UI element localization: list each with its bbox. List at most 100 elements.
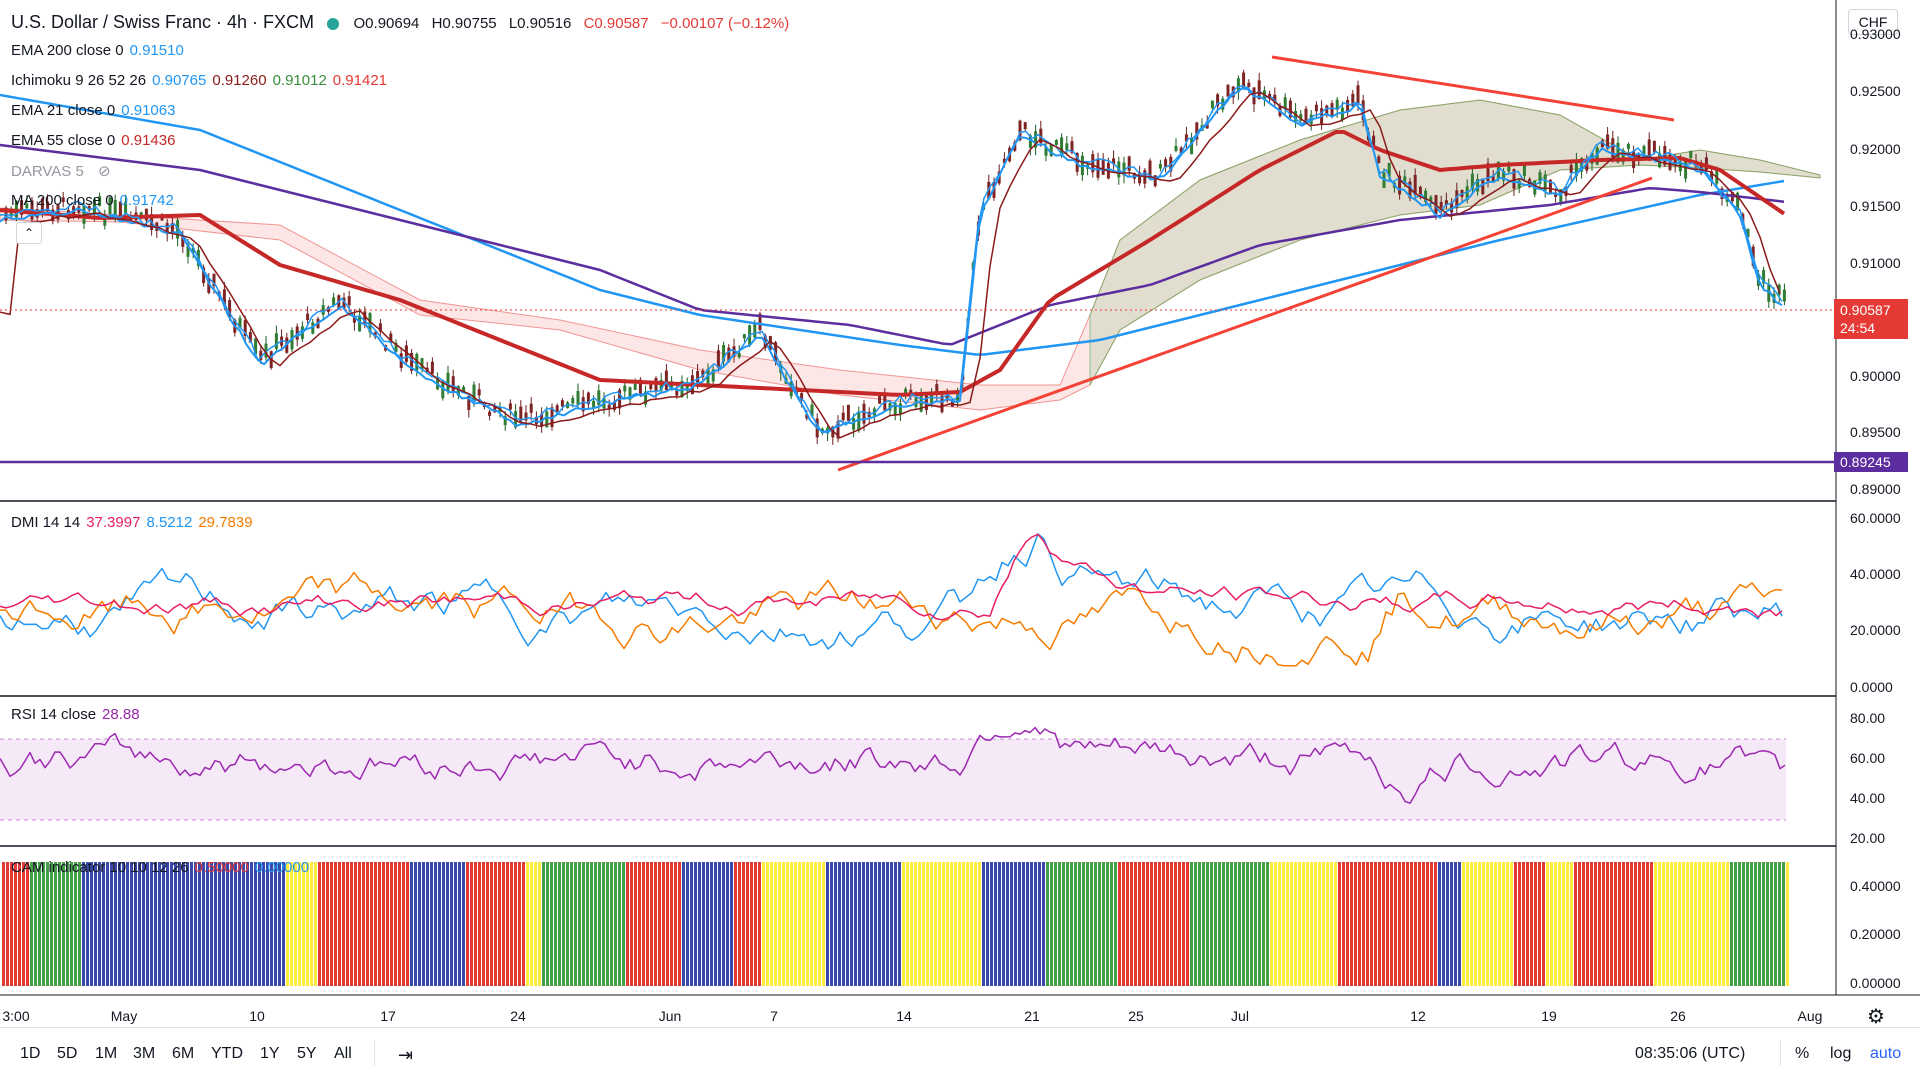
candle-body xyxy=(1028,135,1032,148)
legend-dmi-v2: 8.5212 xyxy=(146,514,193,531)
candle-body xyxy=(1522,163,1526,177)
cam-bar xyxy=(506,862,509,986)
cam-bar xyxy=(634,862,637,986)
cam-bar xyxy=(1542,862,1545,986)
cam-bar xyxy=(1614,862,1617,986)
candle-body xyxy=(1221,98,1225,110)
legend-ema21[interactable]: EMA 21 close 0 0.91063 xyxy=(11,102,175,119)
percent-scale-toggle[interactable]: % xyxy=(1795,1045,1810,1062)
legend-dmi-v1: 37.3997 xyxy=(86,514,141,531)
candle-body xyxy=(1600,140,1604,148)
candle-body xyxy=(124,201,128,215)
candle-body xyxy=(716,350,720,368)
collapse-legend-icon[interactable]: ⌃ xyxy=(16,222,42,244)
legend-ema200-value: 0.91510 xyxy=(129,42,184,59)
candle-body xyxy=(202,267,206,284)
cam-bar xyxy=(590,862,593,986)
cam-bar xyxy=(1154,862,1157,986)
cam-bar xyxy=(494,862,497,986)
cam-bar xyxy=(198,862,201,986)
timeframe-ytd[interactable]: YTD xyxy=(211,1045,243,1062)
cam-bar xyxy=(1634,862,1637,986)
legend-ema55[interactable]: EMA 55 close 0 0.91436 xyxy=(11,132,175,149)
log-scale-toggle[interactable]: log xyxy=(1830,1045,1852,1062)
cam-bar xyxy=(1602,862,1605,986)
cam-bar xyxy=(538,862,541,986)
cam-bar xyxy=(418,862,421,986)
cam-bar xyxy=(522,862,525,986)
cam-bar xyxy=(806,862,809,986)
cam-bar xyxy=(622,862,625,986)
legend-ma200[interactable]: MA 200 close 0 0.91742 xyxy=(11,192,174,209)
cam-bar xyxy=(754,862,757,986)
candle-body xyxy=(701,370,705,378)
cam-bar xyxy=(786,862,789,986)
candle-body xyxy=(1372,135,1376,149)
cam-bar xyxy=(1098,862,1101,986)
cam-bar xyxy=(1066,862,1069,986)
candle-body xyxy=(1481,178,1485,195)
candle-body xyxy=(472,384,476,401)
cam-bar xyxy=(1134,862,1137,986)
auto-scale-toggle[interactable]: auto xyxy=(1870,1045,1902,1062)
cam-bar xyxy=(582,862,585,986)
ma200-line xyxy=(0,143,1785,346)
cam-bar xyxy=(1290,862,1293,986)
cam-bar xyxy=(1678,862,1681,986)
cam-bar xyxy=(1182,862,1185,986)
currency-button[interactable]: CHF xyxy=(1848,9,1898,35)
legend-darvas[interactable]: DARVAS 5 ⊘ xyxy=(11,162,111,180)
legend-ichimoku-v1: 0.90765 xyxy=(152,72,207,89)
cam-bar xyxy=(1126,862,1129,986)
cam-bar xyxy=(1682,862,1685,986)
candle-body xyxy=(326,307,330,312)
candle-body xyxy=(56,205,60,220)
cam-bar xyxy=(1238,862,1241,986)
cam-bar xyxy=(602,862,605,986)
chart-settings-icon[interactable]: ⚙ xyxy=(1867,1006,1885,1028)
symbol-title[interactable]: U.S. Dollar / Swiss Franc · 4h · FXCM xyxy=(11,12,315,32)
candle-body xyxy=(571,397,575,404)
legend-dmi[interactable]: DMI 14 14 37.3997 8.5212 29.7839 xyxy=(11,514,253,531)
timeframe-3m[interactable]: 3M xyxy=(133,1045,156,1062)
candle-body xyxy=(924,394,928,411)
legend-cam[interactable]: CAM indicator 10 10 12 26 0.50000 0.00000 xyxy=(11,859,309,876)
cam-bar xyxy=(1338,862,1341,986)
cam-bar xyxy=(1734,862,1737,986)
cam-bar xyxy=(1410,862,1413,986)
cam-bar xyxy=(1106,862,1109,986)
hidden-eye-icon[interactable]: ⊘ xyxy=(97,163,111,180)
candle-body xyxy=(1689,150,1693,158)
timeframe-5d[interactable]: 5D xyxy=(57,1045,78,1062)
cam-bar xyxy=(1562,862,1565,986)
timeframe-6m[interactable]: 6M xyxy=(172,1045,195,1062)
date-range-icon[interactable]: ⇥ xyxy=(398,1045,414,1065)
cam-bar xyxy=(322,862,325,986)
cam-bar xyxy=(14,862,17,986)
cam-bar xyxy=(194,862,197,986)
timeframe-1d[interactable]: 1D xyxy=(20,1045,41,1062)
timeframe-5y[interactable]: 5Y xyxy=(297,1045,317,1062)
cam-bar xyxy=(1082,862,1085,986)
cam-bar xyxy=(1646,862,1649,986)
candle-body xyxy=(113,199,117,216)
cam-bar xyxy=(1714,862,1717,986)
cam-bar xyxy=(1730,862,1733,986)
timeframe-all[interactable]: All xyxy=(334,1045,352,1062)
legend-ichimoku[interactable]: Ichimoku 9 26 52 26 0.90765 0.91260 0.91012… xyxy=(11,72,387,89)
legend-rsi[interactable]: RSI 14 close 28.88 xyxy=(11,706,140,723)
cam-bar xyxy=(122,862,125,986)
cam-bar xyxy=(1654,862,1657,986)
legend-ema200[interactable]: EMA 200 close 0 0.91510 xyxy=(11,42,184,59)
cam-bar xyxy=(1402,862,1405,986)
timeframe-1y[interactable]: 1Y xyxy=(260,1045,280,1062)
cam-bar xyxy=(1230,862,1233,986)
rsi-tick: 80.00 xyxy=(1850,710,1886,726)
clock-display[interactable]: 08:35:06 (UTC) xyxy=(1635,1045,1746,1062)
cam-bar xyxy=(1586,862,1589,986)
cam-bar xyxy=(654,862,657,986)
candle-body xyxy=(477,389,481,396)
ema21-line xyxy=(0,87,1783,434)
timeframe-1m[interactable]: 1M xyxy=(95,1045,118,1062)
